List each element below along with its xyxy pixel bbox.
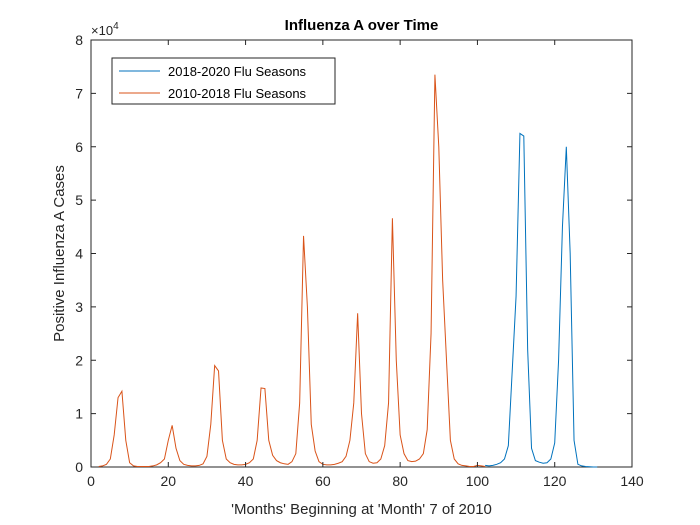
x-axis-label: 'Months' Beginning at 'Month' 7 of 2010: [231, 501, 492, 518]
y-axis-label: Positive Influenza A Cases: [51, 165, 68, 342]
y-tick-label: 3: [75, 299, 83, 315]
x-tick-label: 80: [392, 473, 408, 489]
x-tick-label: 20: [160, 473, 176, 489]
x-tick-label: 100: [466, 473, 490, 489]
y-exponent-label: ×104: [91, 21, 119, 38]
legend-entry-0: 2018-2020 Flu Seasons: [168, 64, 307, 79]
legend-entry-1: 2010-2018 Flu Seasons: [168, 86, 307, 101]
plot-area: [90, 39, 633, 468]
x-tick-label: 120: [543, 473, 567, 489]
x-tick-label: 60: [315, 473, 331, 489]
x-tick-label: 40: [238, 473, 254, 489]
y-exponent-base: ×10: [91, 23, 113, 38]
y-tick-label: 0: [75, 459, 83, 475]
series-line-1: [98, 74, 486, 467]
y-tick-label: 7: [75, 85, 83, 101]
y-exponent-power: 4: [113, 21, 119, 32]
legend: 2018-2020 Flu Seasons 2010-2018 Flu Seaso…: [111, 57, 336, 105]
series-line-0: [485, 132, 598, 468]
y-tick-label: 4: [75, 246, 83, 262]
x-tick-label: 140: [620, 473, 644, 489]
x-tick-label: 0: [87, 473, 95, 489]
y-tick-label: 8: [75, 32, 83, 48]
y-tick-label: 1: [75, 406, 83, 422]
legend-box: [111, 57, 336, 105]
ticks-layer: 0 20 40 60 80 100 120 140 0 1 2 3 4 5 6 7 8: [75, 32, 644, 489]
series-layer: [98, 74, 598, 468]
y-tick-label: 6: [75, 139, 83, 155]
chart-title: Influenza A over Time: [285, 17, 439, 34]
y-tick-label: 5: [75, 192, 83, 208]
y-tick-label: 2: [75, 352, 83, 368]
